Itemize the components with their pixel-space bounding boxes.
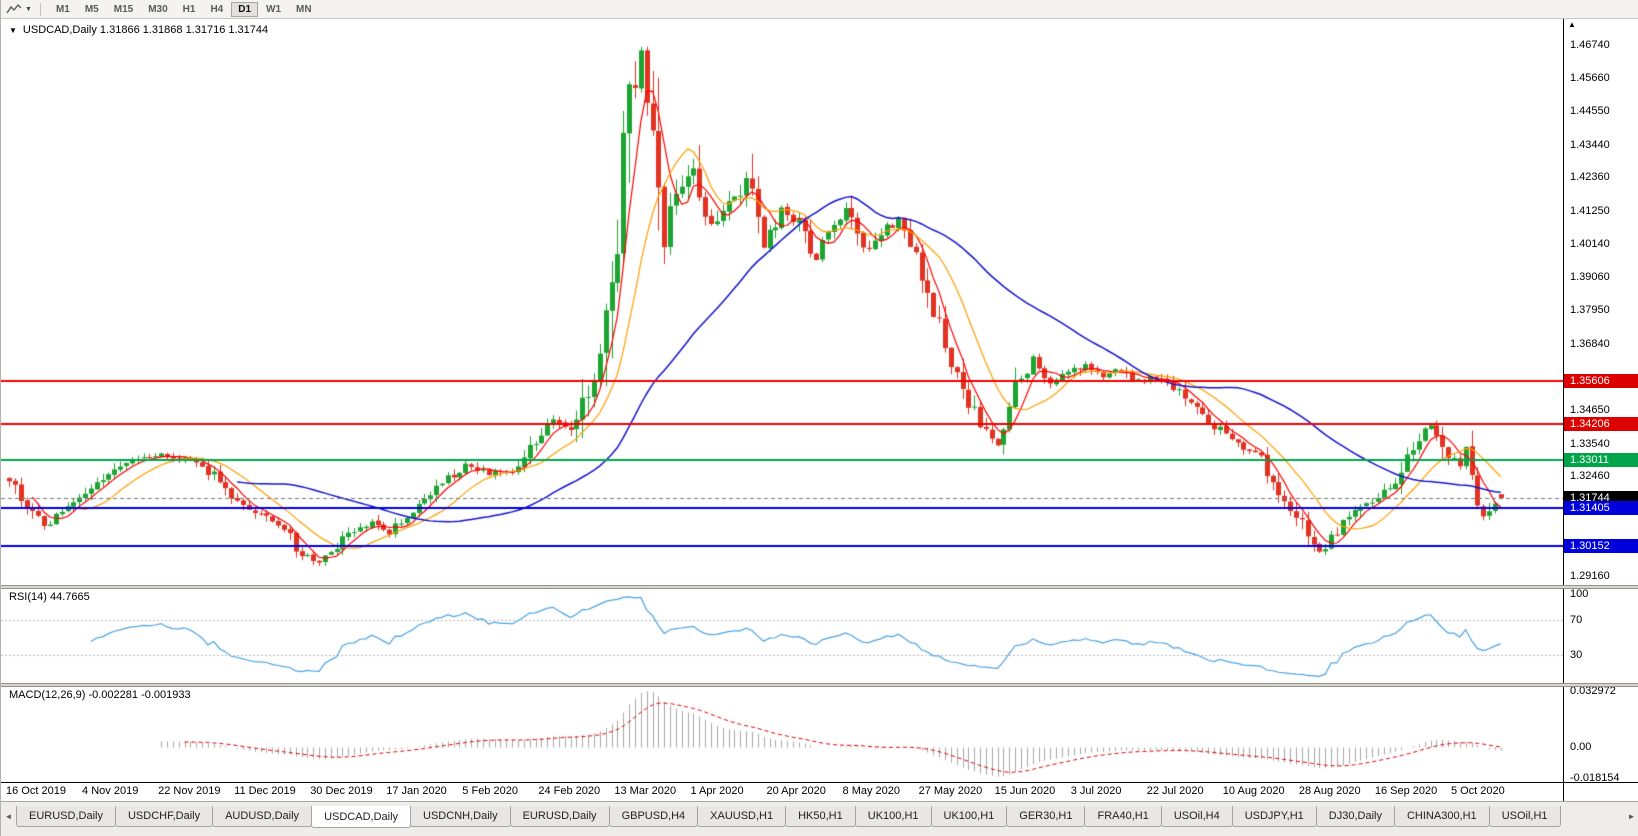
date-axis-label: 30 Dec 2019 <box>310 785 373 797</box>
macd-scale-label: 0.00 <box>1570 741 1592 753</box>
timeframe-button-h4[interactable]: H4 <box>203 2 230 17</box>
toolbar-separator <box>39 2 41 16</box>
macd-scale-label: 0.032972 <box>1570 685 1616 697</box>
price-axis-label: 1.29160 <box>1570 569 1610 582</box>
macd-panel-canvas[interactable] <box>1 687 1563 782</box>
timeframe-button-m15[interactable]: M15 <box>107 2 140 17</box>
price-level-label: 1.33011 <box>1564 452 1638 467</box>
price-axis-label: 1.39060 <box>1570 270 1610 283</box>
price-axis-label: 1.45660 <box>1570 71 1610 84</box>
rsi-scale-label: 30 <box>1570 649 1583 662</box>
tab-usoil-h1[interactable]: USOil,H1 <box>1488 806 1561 827</box>
rsi-scale-label: 100 <box>1570 588 1589 601</box>
tab-audusd-daily[interactable]: AUDUSD,Daily <box>212 806 313 827</box>
rsi-panel-canvas[interactable] <box>1 589 1563 683</box>
price-axis-label: 1.46740 <box>1570 38 1610 51</box>
tab-bar: ◄ EURUSD,Daily USDCHF,Daily AUDUSD,Daily US… <box>1 801 1638 836</box>
chart-tool-dropdown-icon[interactable]: ▼ <box>25 5 32 13</box>
chart-tool-icon[interactable] <box>5 2 23 17</box>
tab-usoil-h4[interactable]: USOil,H4 <box>1160 806 1233 827</box>
date-axis[interactable]: 16 Oct 2019 4 Nov 2019 22 Nov 2019 11 Dec 2… <box>1 783 1563 801</box>
price-level-label: 1.34206 <box>1564 416 1638 431</box>
date-axis-label: 3 Jul 2020 <box>1070 785 1122 797</box>
main-chart-canvas[interactable] <box>1 19 1563 585</box>
timeframe-button-d1[interactable]: D1 <box>231 1 259 17</box>
tab-eurusd-daily[interactable]: EURUSD,Daily <box>509 806 610 827</box>
price-axis-label: 1.36840 <box>1570 337 1610 350</box>
axis-border-line <box>1 782 1638 783</box>
date-axis-label: 11 Dec 2019 <box>234 785 296 797</box>
tab-ger30-h1[interactable]: GER30,H1 <box>1006 806 1086 827</box>
date-axis-label: 27 May 2020 <box>918 785 983 797</box>
timeframe-button-h1[interactable]: H1 <box>176 2 203 17</box>
timeframe-button-mn[interactable]: MN <box>289 2 319 17</box>
date-axis-label: 20 Apr 2020 <box>766 785 826 797</box>
date-axis-label: 17 Jan 2020 <box>386 785 447 797</box>
price-level-label: 1.30152 <box>1564 538 1638 553</box>
tab-eurusd-daily[interactable]: EURUSD,Daily <box>16 806 116 827</box>
macd-label: MACD(12,26,9) -0.002281 -0.001933 <box>9 689 191 701</box>
top-toolbar: ▼ M1 M5 M15 M30 H1 H4 D1 W1 MN <box>1 0 1638 19</box>
date-axis-label: 1 Apr 2020 <box>690 785 744 797</box>
tab-xauusd-h1[interactable]: XAUUSD,H1 <box>697 806 787 827</box>
date-axis-label: 22 Jul 2020 <box>1146 785 1204 797</box>
timeframe-buttons: M1 M5 M15 M30 H1 H4 D1 W1 MN <box>49 1 319 17</box>
date-axis-label: 5 Feb 2020 <box>462 785 518 797</box>
date-axis-label: 24 Feb 2020 <box>538 785 601 797</box>
date-axis-label: 16 Oct 2019 <box>6 785 66 797</box>
tab-uk100-h1[interactable]: UK100,H1 <box>930 806 1008 827</box>
price-axis-label: 1.43440 <box>1570 138 1610 151</box>
chart-area: ▼ USDCAD,Daily 1.31866 1.31868 1.31716 1… <box>1 19 1638 801</box>
timeframe-button-m5[interactable]: M5 <box>78 2 106 17</box>
tab-uk100-h1[interactable]: UK100,H1 <box>854 806 932 827</box>
price-axis-label: 1.32460 <box>1570 470 1610 483</box>
tab-gbpusd-h4[interactable]: GBPUSD,H4 <box>608 806 699 827</box>
collapse-triangle-icon[interactable]: ▼ <box>9 25 17 35</box>
chart-title-row: ▼ USDCAD,Daily 1.31866 1.31868 1.31716 1… <box>9 24 268 36</box>
panel-splitter[interactable] <box>1 683 1638 687</box>
price-axis-label: 1.44550 <box>1570 105 1610 118</box>
price-axis-label: 1.40140 <box>1570 238 1610 251</box>
price-level-label: 1.31405 <box>1564 501 1638 516</box>
date-axis-label: 13 Mar 2020 <box>614 785 677 797</box>
tab-usdchf-daily[interactable]: USDCHF,Daily <box>114 806 214 827</box>
price-level-label: 1.35606 <box>1564 374 1638 389</box>
date-axis-label: 5 Oct 2020 <box>1450 785 1505 797</box>
tab-dj30-daily[interactable]: DJ30,Daily <box>1315 806 1395 827</box>
tab-fra40-h1[interactable]: FRA40,H1 <box>1084 806 1162 827</box>
date-axis-label: 10 Aug 2020 <box>1222 785 1285 797</box>
tab-china300-h1[interactable]: CHINA300,H1 <box>1393 806 1490 827</box>
rsi-label: RSI(14) 44.7665 <box>9 591 90 603</box>
price-axis-label: 1.37950 <box>1570 304 1610 317</box>
timeframe-button-m30[interactable]: M30 <box>141 2 174 17</box>
price-axis-label: 1.41250 <box>1570 204 1610 217</box>
tab-scroll-left-icon[interactable]: ◄ <box>4 812 13 821</box>
price-axis-label: 1.34650 <box>1570 404 1610 417</box>
tab-usdcnh-daily[interactable]: USDCNH,Daily <box>410 806 511 827</box>
chart-title: USDCAD,Daily 1.31866 1.31868 1.31716 1.3… <box>22 24 269 36</box>
price-axis[interactable]: ▲ 1.46740 1.45660 1.44550 1.43440 1.42360 1.4… <box>1563 19 1638 801</box>
tab-hk50-h1[interactable]: HK50,H1 <box>785 806 856 827</box>
tab-usdjpy-h1[interactable]: USDJPY,H1 <box>1231 806 1317 827</box>
price-axis-label: 1.33540 <box>1570 437 1610 450</box>
scale-marker-icon[interactable]: ▲ <box>1568 20 1576 29</box>
panel-splitter[interactable] <box>1 585 1638 589</box>
timeframe-button-m1[interactable]: M1 <box>49 2 77 17</box>
date-axis-label: 28 Aug 2020 <box>1298 785 1361 797</box>
macd-scale-label: -0.018154 <box>1570 771 1620 784</box>
price-axis-label: 1.42360 <box>1570 171 1610 184</box>
date-axis-label: 8 May 2020 <box>842 785 901 797</box>
date-axis-label: 22 Nov 2019 <box>158 785 221 797</box>
timeframe-button-w1[interactable]: W1 <box>259 2 288 17</box>
rsi-scale-label: 70 <box>1570 614 1583 627</box>
date-axis-label: 16 Sep 2020 <box>1374 785 1438 797</box>
symbol-tabs: EURUSD,Daily USDCHF,Daily AUDUSD,Daily USDC… <box>16 806 1624 830</box>
date-axis-label: 15 Jun 2020 <box>994 785 1056 797</box>
date-axis-label: 4 Nov 2019 <box>82 785 139 797</box>
tab-usdcad-daily[interactable]: USDCAD,Daily <box>311 806 412 828</box>
tab-scroll-right-icon[interactable]: ► <box>1627 812 1636 821</box>
